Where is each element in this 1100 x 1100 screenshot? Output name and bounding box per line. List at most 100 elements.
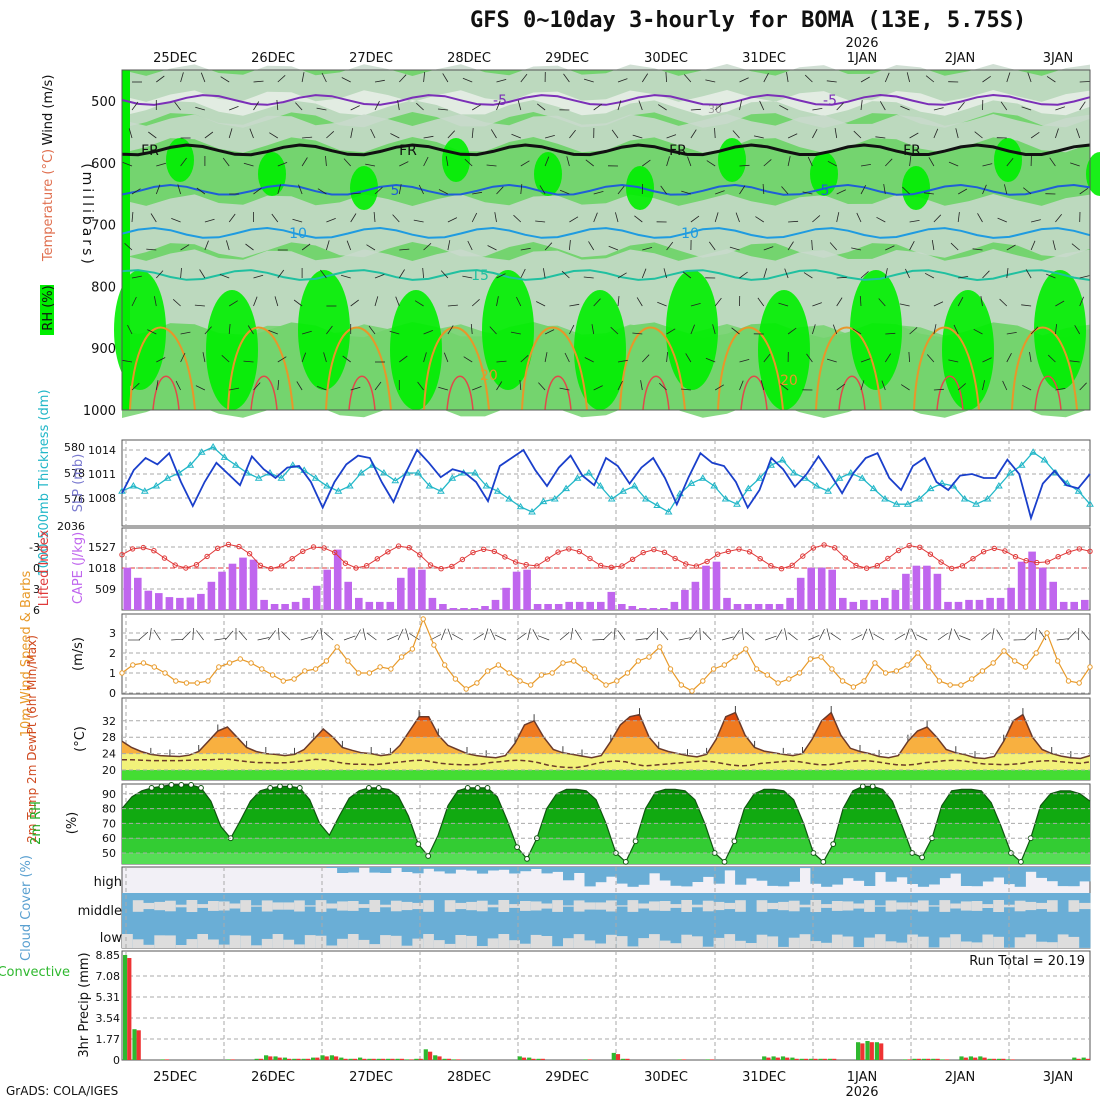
rh-point	[721, 859, 728, 865]
cloud-middle-gap	[616, 905, 628, 907]
lifted-index-point	[257, 562, 263, 568]
lifted-index-point	[863, 565, 870, 571]
cloud-low-gap	[154, 935, 166, 948]
wind-speed-point	[442, 662, 448, 668]
precip-tick-label: 8.85	[96, 949, 121, 962]
cloud-low-bar	[735, 920, 747, 948]
cloud-low-bar	[283, 920, 295, 948]
wind-speed-point	[667, 666, 674, 672]
precip-total-bar	[517, 1056, 522, 1060]
wind-barb	[1004, 184, 1008, 195]
wind-barb	[617, 272, 627, 279]
wind-barb	[1049, 157, 1056, 167]
wind-barb	[1002, 380, 1008, 391]
wind-barb	[878, 298, 886, 307]
wind-barb	[471, 299, 480, 307]
lifted-index-point	[672, 555, 678, 562]
precip-convective-bar	[268, 1056, 273, 1060]
precip-total-bar	[865, 1041, 870, 1060]
precip-convective-bar	[399, 1058, 404, 1060]
cape-bar	[239, 557, 247, 610]
wind-barb	[982, 184, 987, 195]
cloud-middle-gap	[358, 904, 370, 908]
cape-bar	[270, 604, 279, 610]
wind-barb	[131, 296, 137, 307]
cape-bar	[407, 567, 416, 610]
cloud-low-bar	[606, 920, 618, 948]
cloud-high-bar	[347, 867, 360, 873]
wind-barb	[690, 324, 695, 335]
wind-barb	[593, 191, 604, 195]
wind-barb	[958, 276, 969, 279]
wind-barb	[321, 72, 327, 83]
wind-barb	[739, 164, 750, 167]
wind-barb	[124, 243, 133, 251]
wind-barb	[860, 358, 871, 363]
wind-barb	[292, 218, 303, 223]
wind-barb	[494, 212, 497, 223]
cape-bar	[681, 589, 689, 610]
wind-barb	[447, 240, 451, 251]
wind-barb	[712, 324, 716, 335]
wind-speed-point	[506, 670, 512, 676]
cloud-low-bar	[1036, 920, 1048, 948]
wind-barb	[440, 270, 449, 279]
cape-bar	[123, 567, 132, 610]
cape-bar	[281, 604, 289, 610]
cloud-low-gap	[713, 937, 725, 948]
cloud-high-bar	[433, 867, 446, 872]
precip-total-bar	[254, 1058, 259, 1060]
precip-total-bar	[874, 1042, 879, 1060]
cloud-high-bar	[896, 867, 908, 878]
wind-speed-point	[302, 668, 308, 674]
date-label-top: 3JAN	[1043, 51, 1074, 66]
cloud-high-bar	[530, 867, 542, 869]
isotherm-label: 10	[289, 226, 307, 242]
wind-barb	[666, 241, 674, 251]
wind-barb	[417, 381, 424, 391]
lifted-index-point	[129, 546, 136, 552]
surface-wind-barb	[343, 635, 356, 641]
wind-speed-point	[259, 666, 265, 672]
cape-bar	[428, 597, 437, 610]
date-label-top: 2JAN	[945, 51, 976, 66]
surface-wind-barb	[905, 628, 910, 641]
thickness-point	[323, 482, 331, 489]
cloud-low-gap	[864, 937, 876, 948]
cape-bar	[702, 565, 710, 610]
lifted-index-point	[172, 562, 178, 568]
cloud-high-bar	[831, 867, 844, 885]
rh-point	[296, 785, 303, 791]
thickness-point	[846, 469, 855, 476]
wind-barb	[884, 72, 890, 83]
cape-bar	[807, 567, 815, 610]
cloud-high-bar	[444, 867, 456, 874]
wind-speed-point	[915, 650, 921, 656]
wind-barb	[584, 357, 594, 363]
cloud-high-bar	[369, 867, 381, 873]
precip-convective-bar	[991, 1058, 997, 1060]
cloud-low-bar	[240, 920, 252, 948]
precip-convective-bar	[324, 1056, 329, 1060]
cape-bar	[197, 593, 205, 610]
cape-bar	[376, 601, 384, 610]
wind-barb	[924, 272, 935, 279]
wind-barb	[705, 79, 716, 83]
thickness-point	[437, 487, 445, 494]
precip-total-bar	[780, 1056, 786, 1060]
wind-barb	[317, 188, 327, 195]
wind-barb	[350, 213, 357, 223]
isotherm-25-loop	[740, 375, 768, 411]
cloud-low-gap	[907, 934, 919, 948]
precip-total-bar	[320, 1055, 325, 1060]
wind-speed-point	[786, 676, 792, 682]
wind-barb	[301, 72, 305, 83]
cloud-low-bar	[563, 920, 575, 948]
cloud-high-bar	[659, 867, 671, 881]
wind-barb	[705, 357, 716, 363]
surface-wind-barb	[138, 631, 149, 641]
wind-barb	[423, 330, 434, 335]
thickness-point	[995, 482, 1003, 489]
lifted-index-point	[842, 555, 848, 561]
wind-barb	[641, 268, 647, 279]
